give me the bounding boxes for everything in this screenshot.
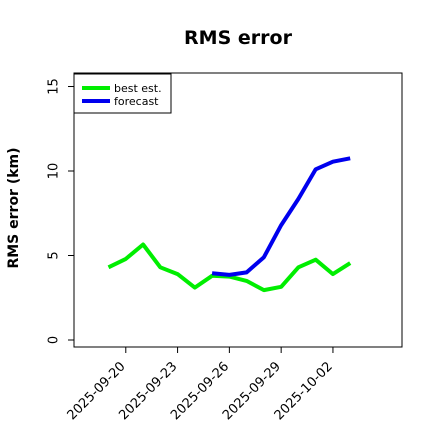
y-tick-label: 5 (47, 251, 62, 259)
plot-frame (73, 72, 403, 348)
legend: best est. forecast (73, 73, 172, 114)
series-line-forecast (211, 156, 351, 277)
legend-label-best-est: best est. (114, 82, 162, 95)
series-line-best-est (107, 242, 352, 293)
legend-box (73, 73, 172, 114)
series-layer (107, 156, 352, 293)
y-tick-label: 10 (47, 163, 62, 180)
y-tick-label: 0 (47, 336, 62, 344)
y-axis-label: RMS error (km) (6, 147, 22, 268)
legend-label-forecast: forecast (114, 95, 159, 108)
chart-title: RMS error (184, 27, 293, 49)
axes: 2025-09-202025-09-232025-09-262025-09-29… (47, 78, 336, 423)
y-tick-label: 15 (47, 78, 62, 95)
